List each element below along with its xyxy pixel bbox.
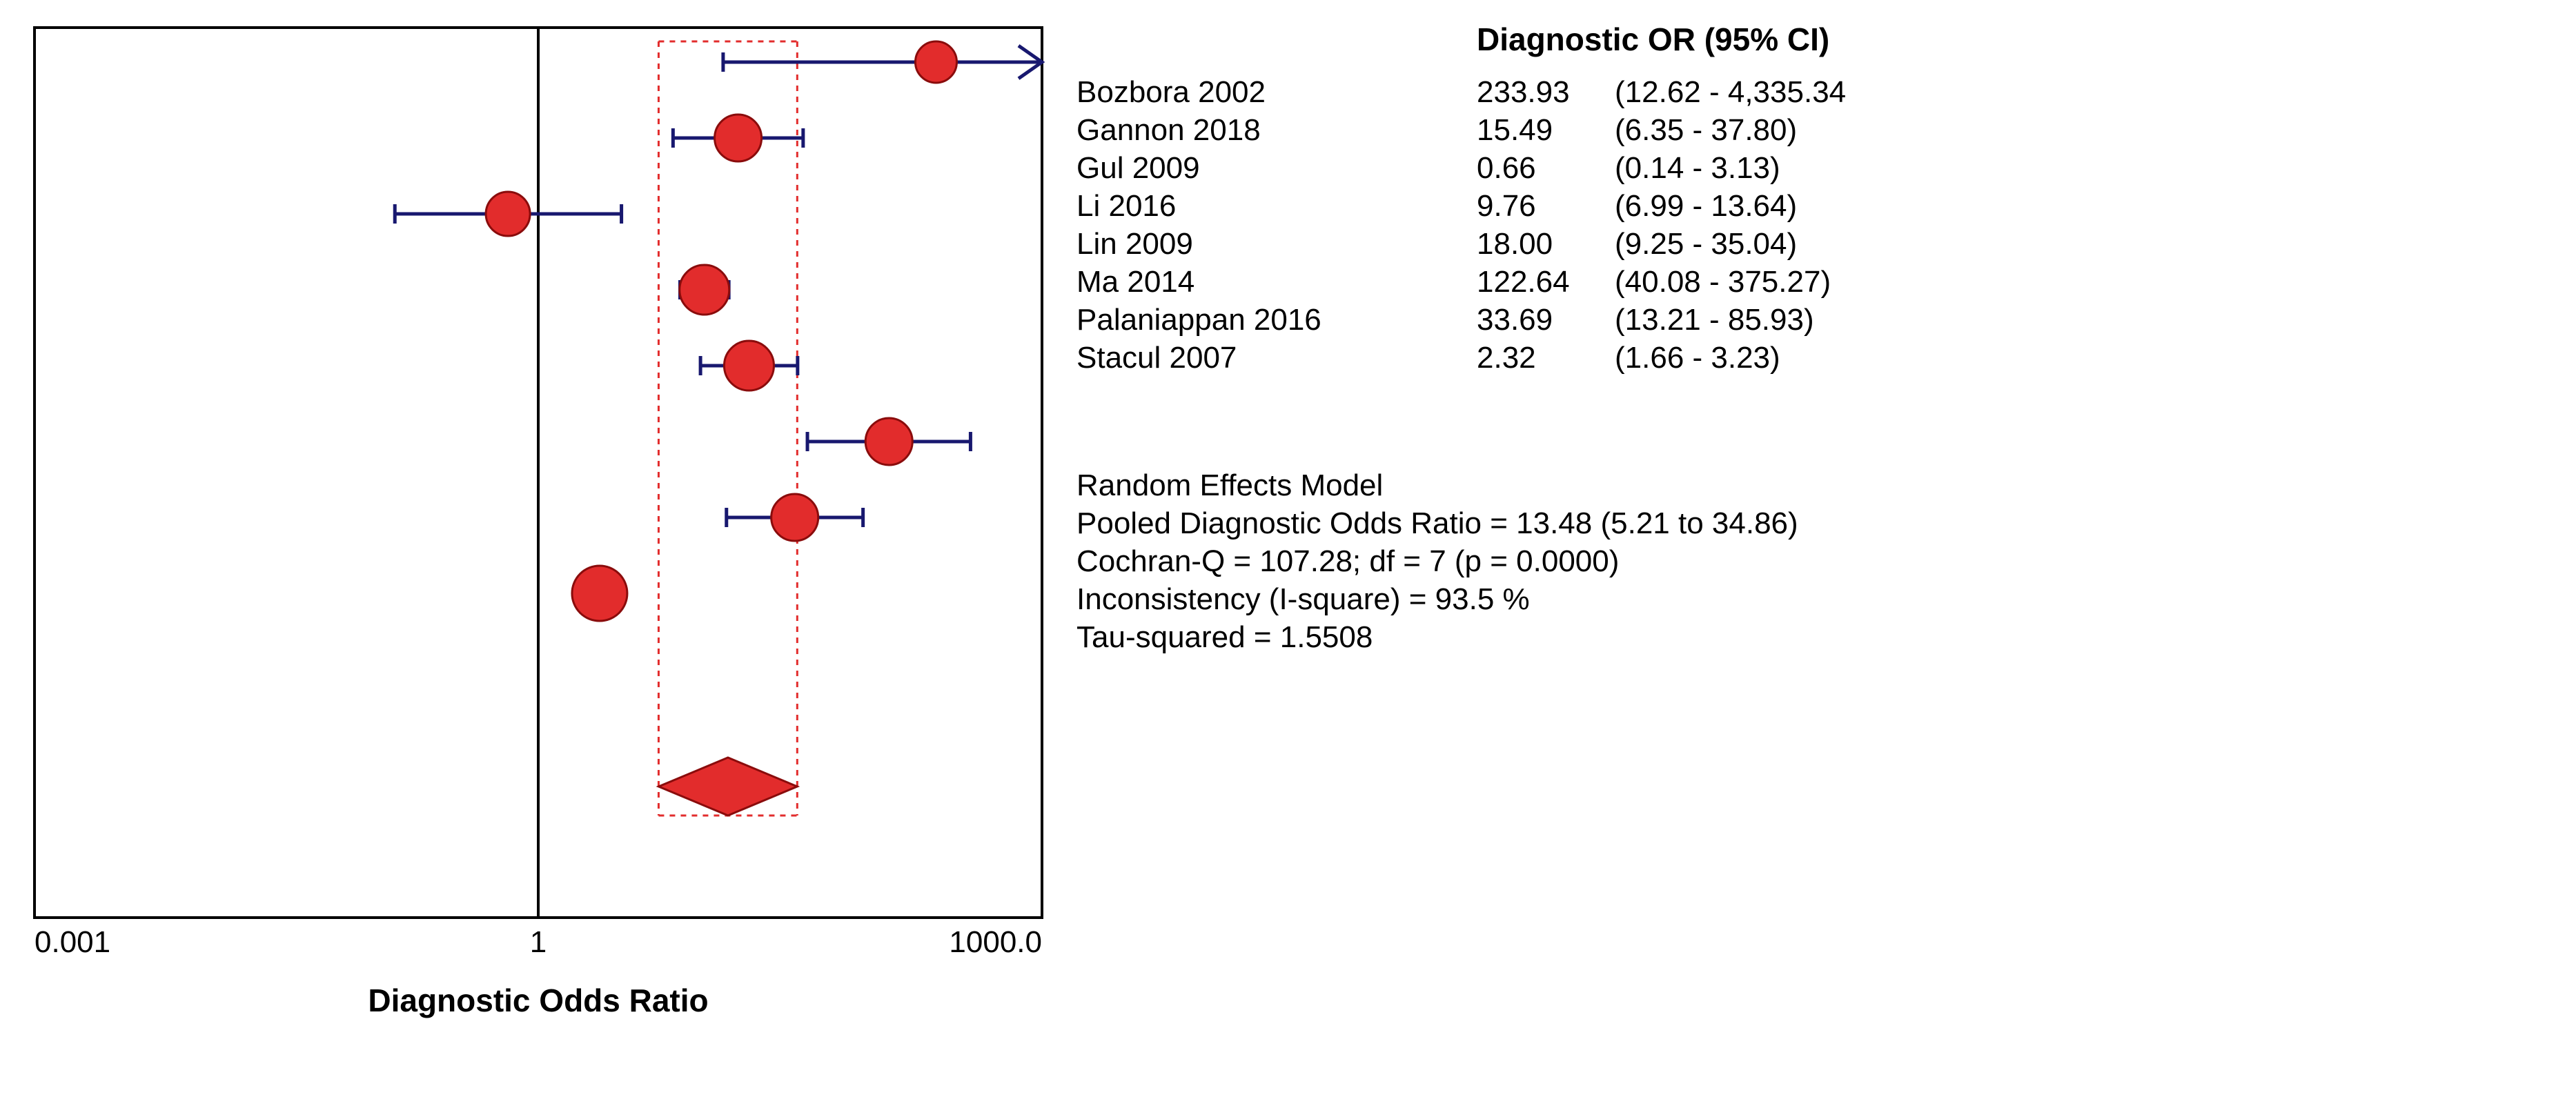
study-or-value: 9.76 bbox=[1477, 187, 1615, 225]
study-row: Palaniappan 201633.69(13.21 - 85.93) bbox=[1076, 301, 2548, 339]
column-header: Diagnostic OR (95% CI) bbox=[1477, 21, 2548, 58]
study-label: Li 2016 bbox=[1076, 187, 1477, 225]
study-row: Gannon 201815.49(6.35 - 37.80) bbox=[1076, 111, 2548, 149]
study-label: Bozbora 2002 bbox=[1076, 73, 1477, 111]
study-ci-text: (9.25 - 35.04) bbox=[1615, 225, 2548, 263]
study-label: Gul 2009 bbox=[1076, 149, 1477, 187]
study-ci-text: (40.08 - 375.27) bbox=[1615, 263, 2548, 301]
study-label: Stacul 2007 bbox=[1076, 339, 1477, 377]
stats-model-label: Random Effects Model bbox=[1076, 466, 2548, 504]
study-ci-text: (12.62 - 4,335.34 bbox=[1615, 73, 2548, 111]
axis-tick-label: 0.001 bbox=[35, 925, 110, 959]
page-root: 0.001 1 1000.0 Diagnostic Odds Ratio Diagn… bbox=[0, 0, 2576, 1040]
study-row: Gul 20090.66(0.14 - 3.13) bbox=[1076, 149, 2548, 187]
study-or-value: 15.49 bbox=[1477, 111, 1615, 149]
study-ci-text: (13.21 - 85.93) bbox=[1615, 301, 2548, 339]
study-row: Lin 200918.00(9.25 - 35.04) bbox=[1076, 225, 2548, 263]
study-or-value: 0.66 bbox=[1477, 149, 1615, 187]
study-row: Ma 2014122.64(40.08 - 375.27) bbox=[1076, 263, 2548, 301]
forest-plot: 0.001 1 1000.0 bbox=[28, 21, 1049, 973]
study-ci-text: (6.99 - 13.64) bbox=[1615, 187, 2548, 225]
study-label: Lin 2009 bbox=[1076, 225, 1477, 263]
stats-block: Random Effects Model Pooled Diagnostic O… bbox=[1076, 466, 2548, 656]
study-row: Stacul 20072.32(1.66 - 3.23) bbox=[1076, 339, 2548, 377]
study-ci-text: (0.14 - 3.13) bbox=[1615, 149, 2548, 187]
study-or-value: 2.32 bbox=[1477, 339, 1615, 377]
stats-cochran-q-line: Cochran-Q = 107.28; df = 7 (p = 0.0000) bbox=[1076, 542, 2548, 580]
axis-title: Diagnostic Odds Ratio bbox=[28, 982, 1049, 1019]
study-list: Bozbora 2002233.93(12.62 - 4,335.34Ganno… bbox=[1076, 73, 2548, 377]
stats-tau-line: Tau-squared = 1.5508 bbox=[1076, 618, 2548, 656]
study-or-value: 233.93 bbox=[1477, 73, 1615, 111]
study-or-value: 122.64 bbox=[1477, 263, 1615, 301]
study-label: Palaniappan 2016 bbox=[1076, 301, 1477, 339]
stats-i-square-line: Inconsistency (I-square) = 93.5 % bbox=[1076, 580, 2548, 618]
axis-tick-label: 1 bbox=[530, 925, 547, 959]
study-or-value: 18.00 bbox=[1477, 225, 1615, 263]
study-ci-text: (6.35 - 37.80) bbox=[1615, 111, 2548, 149]
stats-pooled-line: Pooled Diagnostic Odds Ratio = 13.48 (5.… bbox=[1076, 504, 2548, 542]
forest-plot-column: 0.001 1 1000.0 Diagnostic Odds Ratio bbox=[28, 21, 1049, 1019]
study-label: Ma 2014 bbox=[1076, 263, 1477, 301]
study-ci-text: (1.66 - 3.23) bbox=[1615, 339, 2548, 377]
study-row: Li 20169.76(6.99 - 13.64) bbox=[1076, 187, 2548, 225]
study-label: Gannon 2018 bbox=[1076, 111, 1477, 149]
axis-tick-label: 1000.0 bbox=[949, 925, 1042, 959]
study-or-value: 33.69 bbox=[1477, 301, 1615, 339]
study-row: Bozbora 2002233.93(12.62 - 4,335.34 bbox=[1076, 73, 2548, 111]
results-column: Diagnostic OR (95% CI) Bozbora 2002233.9… bbox=[1076, 21, 2548, 1019]
